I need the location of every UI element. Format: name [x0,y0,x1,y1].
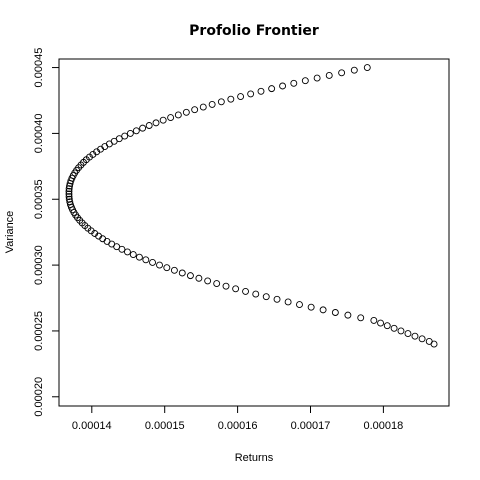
x-tick-label: 0.00015 [145,420,185,432]
data-point [284,298,292,306]
data-point [156,261,163,269]
data-point [167,114,175,122]
data-point [174,111,182,119]
data-points [65,64,438,348]
data-point [65,185,73,193]
data-point [262,293,270,301]
data-point [139,124,147,132]
data-point [397,327,405,335]
data-point [182,108,190,116]
data-point [268,85,276,93]
data-point [142,256,150,264]
data-point [307,303,315,311]
data-point [290,79,298,87]
x-axis: 0.00014 0.00015 0.00016 0.00017 0.00018 [72,405,404,432]
data-point [124,248,131,256]
data-point [252,290,260,298]
data-point [159,116,167,124]
data-point [217,98,225,106]
data-point [145,122,153,129]
data-point [430,340,438,348]
data-point [199,103,207,111]
data-point [370,316,378,324]
data-point [331,309,339,316]
data-point [237,93,245,100]
data-point [121,132,129,140]
data-point [338,69,346,77]
chart-title: Profolio Frontier [189,23,319,39]
data-point [195,274,203,282]
x-tick-label: 0.00017 [291,420,331,432]
data-point [279,82,287,90]
data-point [132,127,140,135]
plot-frame [58,58,450,407]
y-tick-label: 0.00030 [33,245,45,285]
data-point [313,74,321,82]
y-tick-label: 0.00025 [33,311,45,351]
data-point [204,277,212,285]
x-tick-label: 0.00018 [364,420,404,432]
data-point [418,335,426,343]
x-tick-label: 0.00016 [218,420,258,432]
y-tick-label: 0.00040 [33,114,45,154]
data-point [383,322,391,330]
data-point [163,264,171,272]
data-point [296,301,303,309]
data-point [222,282,230,290]
data-point [65,195,73,203]
data-point [227,95,235,103]
data-point [377,319,384,327]
data-point [273,295,281,303]
x-axis-label: Returns [235,452,274,464]
data-point [411,332,419,340]
data-point [178,269,186,277]
data-point [65,193,73,201]
data-point [191,106,199,114]
y-tick-label: 0.00035 [33,179,45,219]
y-tick-label: 0.00020 [33,377,45,417]
data-point [325,72,333,79]
y-axis-label: Variance [4,211,16,254]
data-point [170,266,178,274]
data-point [213,280,221,287]
data-point [363,64,371,72]
data-point [152,119,160,127]
data-point [301,77,309,85]
data-point [319,306,327,314]
data-point [113,243,121,251]
data-point [149,259,156,266]
data-point [66,182,73,190]
data-point [135,253,143,261]
data-point [129,251,137,259]
data-point [115,135,123,143]
x-tick-label: 0.00014 [72,420,112,432]
data-point [186,272,194,280]
data-point [126,129,134,137]
data-point [390,324,398,332]
data-point [350,66,358,74]
data-point [242,287,249,295]
data-point [65,187,73,195]
data-point [232,285,240,293]
data-point [344,311,352,319]
data-point [247,90,255,98]
data-point [65,190,73,198]
data-point [357,314,365,322]
y-axis: 0.00020 0.00025 0.00030 0.00035 0.00040 0.000… [33,48,60,417]
y-tick-label: 0.00045 [33,48,45,88]
data-point [208,100,216,108]
data-point [257,87,265,95]
data-point [404,330,412,338]
data-point [118,245,126,253]
